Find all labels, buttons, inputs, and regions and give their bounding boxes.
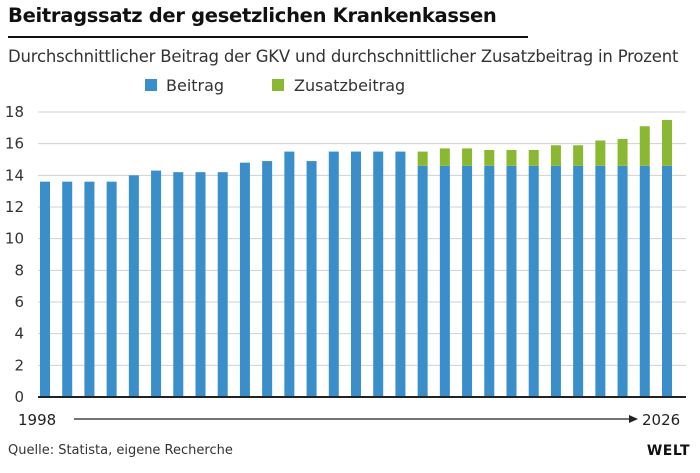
bar-beitrag-2023 (595, 165, 606, 397)
bar-beitrag-2000 (84, 181, 95, 397)
bar-beitrag-2010 (306, 161, 317, 397)
y-axis-ticks: 0 2 4 6 8 10 12 14 16 18 (5, 103, 24, 406)
bar-zusatzbeitrag-2021 (550, 145, 561, 166)
bar-zusatzbeitrag-2018 (484, 150, 495, 166)
bar-zusatzbeitrag-2022 (573, 145, 584, 166)
timeline-arrow-head (629, 415, 638, 423)
source-note: Quelle: Statista, eigene Recherche (8, 443, 233, 458)
bar-beitrag-2011 (328, 151, 339, 397)
bar-beitrag-2008 (262, 161, 273, 397)
bar-beitrag-2016 (439, 165, 450, 397)
y-tick-label: 6 (14, 293, 24, 311)
bar-zusatzbeitrag-2017 (462, 148, 473, 166)
y-tick-label: 12 (5, 198, 24, 216)
legend-label-beitrag: Beitrag (166, 76, 224, 95)
bar-zusatzbeitrag-2026 (662, 119, 672, 166)
legend-swatch-zusatzbeitrag (272, 79, 284, 91)
chart-canvas: 0 2 4 6 8 10 12 14 16 18 Beitrag Zusatzbeitrag 19… (5, 76, 686, 429)
bar-beitrag-2020 (528, 165, 539, 397)
bar-zusatzbeitrag-2020 (528, 150, 539, 166)
y-tick-label: 0 (14, 388, 24, 406)
y-tick-label: 8 (14, 261, 24, 279)
chart-title: Beitragssatz der gesetzlichen Krankenkas… (8, 4, 497, 27)
bar-beitrag-2017 (462, 165, 473, 397)
bar-zusatzbeitrag-2023 (595, 140, 606, 166)
y-tick-label: 18 (5, 103, 24, 121)
bar-beitrag-2012 (351, 151, 361, 397)
bar-beitrag-2009 (284, 151, 295, 397)
y-tick-label: 2 (14, 356, 24, 374)
bar-layer (40, 119, 672, 397)
bar-beitrag-1998 (40, 181, 50, 397)
bar-beitrag-2014 (395, 151, 406, 397)
bar-zusatzbeitrag-2024 (617, 138, 628, 166)
bar-beitrag-2001 (106, 181, 117, 397)
bar-beitrag-2019 (506, 165, 517, 397)
bar-beitrag-2022 (573, 165, 584, 397)
legend: Beitrag Zusatzbeitrag (145, 76, 405, 95)
bar-beitrag-2024 (617, 165, 628, 397)
title-rule (8, 36, 528, 38)
legend-label-zusatzbeitrag: Zusatzbeitrag (294, 76, 405, 95)
bar-zusatzbeitrag-2016 (439, 148, 450, 166)
bar-beitrag-2002 (128, 175, 139, 397)
y-tick-label: 16 (5, 135, 24, 153)
bar-beitrag-2003 (151, 170, 162, 397)
y-tick-label: 14 (5, 166, 24, 184)
bar-beitrag-2013 (373, 151, 384, 397)
bar-zusatzbeitrag-2015 (417, 151, 428, 166)
bar-beitrag-2005 (195, 172, 206, 397)
y-tick-label: 10 (5, 230, 24, 248)
x-start-label: 1998 (18, 411, 56, 429)
bar-zusatzbeitrag-2019 (506, 150, 517, 166)
x-end-label: 2026 (642, 411, 680, 429)
bar-beitrag-2021 (550, 165, 561, 397)
bar-zusatzbeitrag-2025 (639, 126, 650, 166)
welt-logo: WELT (646, 443, 690, 459)
bar-beitrag-2004 (173, 172, 184, 397)
bar-beitrag-2007 (239, 162, 250, 397)
bar-beitrag-2018 (484, 165, 495, 397)
bar-beitrag-1999 (62, 181, 73, 397)
y-tick-label: 4 (14, 325, 24, 343)
chart-subtitle: Durchschnittlicher Beitrag der GKV und d… (8, 47, 679, 66)
bar-beitrag-2026 (662, 165, 672, 397)
bar-beitrag-2025 (639, 165, 650, 397)
bar-beitrag-2015 (417, 165, 428, 397)
bar-beitrag-2006 (217, 172, 228, 397)
legend-swatch-beitrag (145, 79, 157, 91)
